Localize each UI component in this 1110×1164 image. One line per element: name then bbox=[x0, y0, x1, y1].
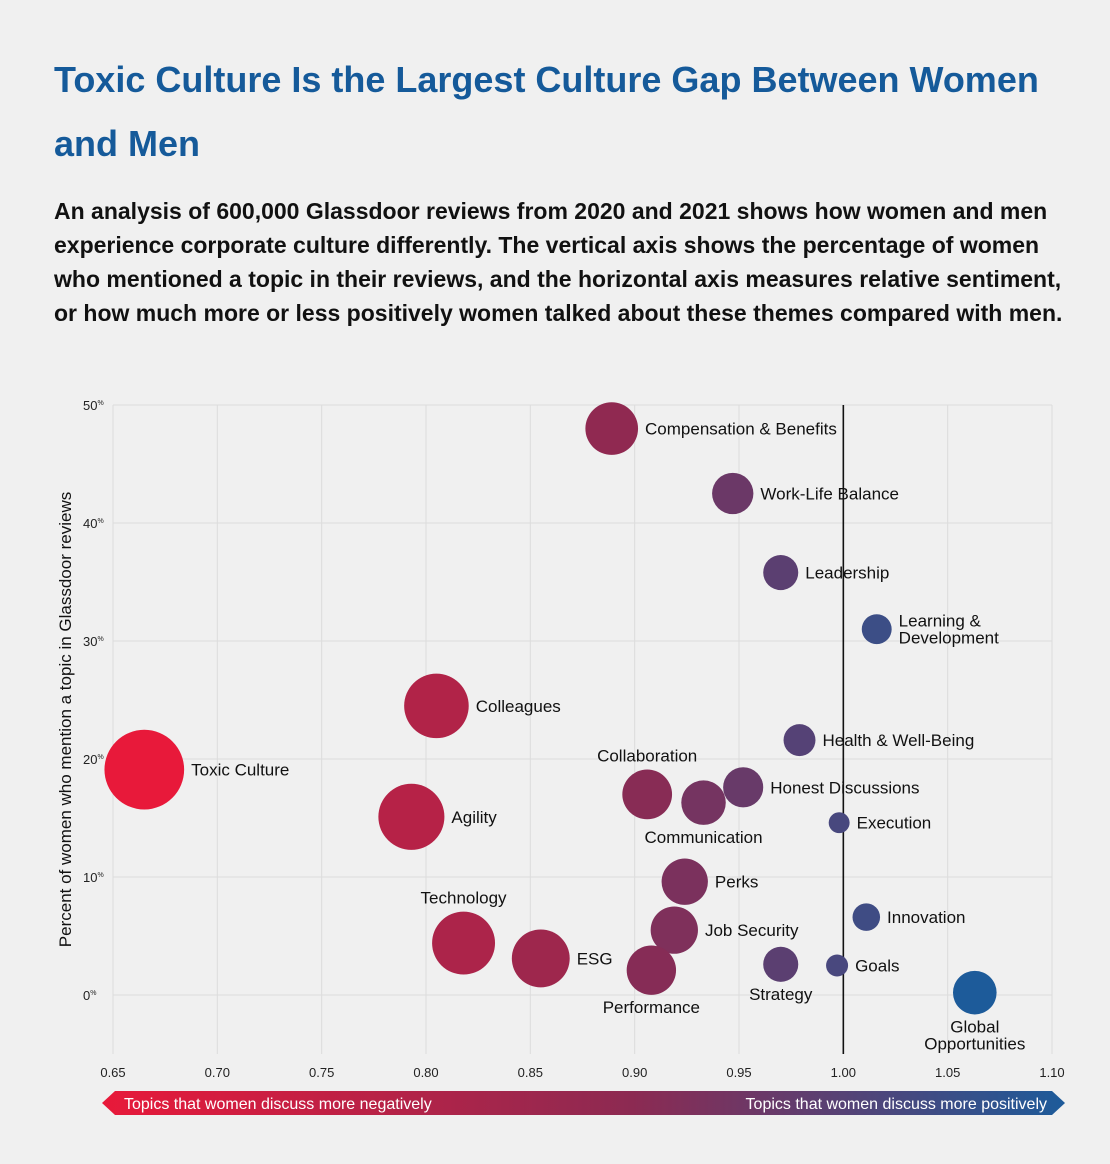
x-tick-label: 0.95 bbox=[726, 1065, 751, 1080]
point-label: Job Security bbox=[705, 921, 799, 940]
bubble[interactable] bbox=[763, 555, 799, 591]
point-label: Colleagues bbox=[476, 697, 561, 716]
point-label: Compensation & Benefits bbox=[645, 420, 837, 439]
point-label: Global Opportunities bbox=[924, 1017, 1025, 1053]
point-label: Execution bbox=[857, 814, 932, 833]
point-label: Honest Discussions bbox=[770, 778, 919, 797]
bubble[interactable] bbox=[783, 724, 816, 757]
bubble[interactable] bbox=[861, 614, 892, 645]
point-label: Agility bbox=[451, 808, 497, 827]
bubble[interactable] bbox=[681, 780, 726, 825]
bubble[interactable] bbox=[511, 929, 570, 988]
point-label: Communication bbox=[644, 828, 762, 847]
bubble-chart: 0.65 0.70 0.75 0.80 0.85 0.90 0.95 1.00 1.05 1.10… bbox=[56, 398, 1065, 1115]
bubbles bbox=[104, 402, 997, 1015]
bubble[interactable] bbox=[828, 812, 850, 834]
bubble[interactable] bbox=[650, 906, 698, 954]
point-label: Health & Well-Being bbox=[822, 731, 974, 750]
y-tick-label: 20% bbox=[83, 752, 104, 767]
point-label: Learning & Development bbox=[899, 612, 999, 648]
sentiment-arrow-bar bbox=[102, 1091, 1065, 1115]
y-tick-label: 50% bbox=[83, 398, 104, 413]
bubble[interactable] bbox=[378, 783, 445, 850]
point-label: Performance bbox=[603, 998, 700, 1017]
y-axis-title: Percent of women who mention a topic in … bbox=[56, 492, 75, 947]
bubble[interactable] bbox=[104, 729, 185, 810]
point-label: Leadership bbox=[805, 564, 889, 583]
bubble[interactable] bbox=[852, 903, 881, 931]
point-label: Strategy bbox=[749, 985, 813, 1004]
point-labels: Compensation & Benefits Work-Life Balance… bbox=[191, 420, 1025, 1054]
y-tick-label: 40% bbox=[83, 516, 104, 531]
bubble[interactable] bbox=[826, 954, 849, 977]
sentiment-arrow: Topics that women discuss more negativel… bbox=[102, 1091, 1065, 1115]
point-label: Goals bbox=[855, 957, 899, 976]
point-label: ESG bbox=[577, 949, 613, 968]
x-tick-label: 0.80 bbox=[413, 1065, 438, 1080]
x-tick-label: 1.10 bbox=[1039, 1065, 1064, 1080]
x-tick-label: 0.75 bbox=[309, 1065, 334, 1080]
point-label: Technology bbox=[421, 889, 508, 908]
bubble[interactable] bbox=[432, 911, 496, 975]
bubble[interactable] bbox=[661, 858, 708, 905]
bubble[interactable] bbox=[763, 946, 799, 982]
bubble[interactable] bbox=[626, 945, 677, 995]
grid bbox=[112, 404, 1053, 1054]
bubble[interactable] bbox=[723, 767, 764, 808]
point-label: Perks bbox=[715, 873, 758, 892]
point-label: Collaboration bbox=[597, 747, 697, 766]
y-tick-label: 10% bbox=[83, 870, 104, 885]
point-label: Work-Life Balance bbox=[760, 485, 899, 504]
bubble[interactable] bbox=[952, 970, 997, 1015]
chart-subtitle: An analysis of 600,000 Glassdoor reviews… bbox=[54, 198, 1063, 326]
bubble[interactable] bbox=[585, 402, 639, 455]
bubble[interactable] bbox=[622, 769, 673, 820]
x-tick-label: 0.90 bbox=[622, 1065, 647, 1080]
bubble[interactable] bbox=[712, 472, 754, 515]
x-tick-label: 0.65 bbox=[100, 1065, 125, 1080]
point-label: Innovation bbox=[887, 908, 965, 927]
x-tick-label: 0.85 bbox=[518, 1065, 543, 1080]
x-tick-label: 0.70 bbox=[205, 1065, 230, 1080]
y-tick-label: 30% bbox=[83, 634, 104, 649]
arrow-left-label: Topics that women discuss more negativel… bbox=[124, 1096, 432, 1113]
axes: 0.65 0.70 0.75 0.80 0.85 0.90 0.95 1.00 1.05 1.10… bbox=[56, 398, 1065, 1080]
point-label: Toxic Culture bbox=[191, 761, 289, 780]
x-tick-label: 1.00 bbox=[831, 1065, 856, 1080]
y-tick-label: 0% bbox=[83, 988, 96, 1003]
x-tick-label: 1.05 bbox=[935, 1065, 960, 1080]
chart-title: Toxic Culture Is the Largest Culture Gap… bbox=[54, 59, 1039, 164]
arrow-right-label: Topics that women discuss more positivel… bbox=[746, 1096, 1047, 1113]
bubble[interactable] bbox=[404, 673, 469, 739]
